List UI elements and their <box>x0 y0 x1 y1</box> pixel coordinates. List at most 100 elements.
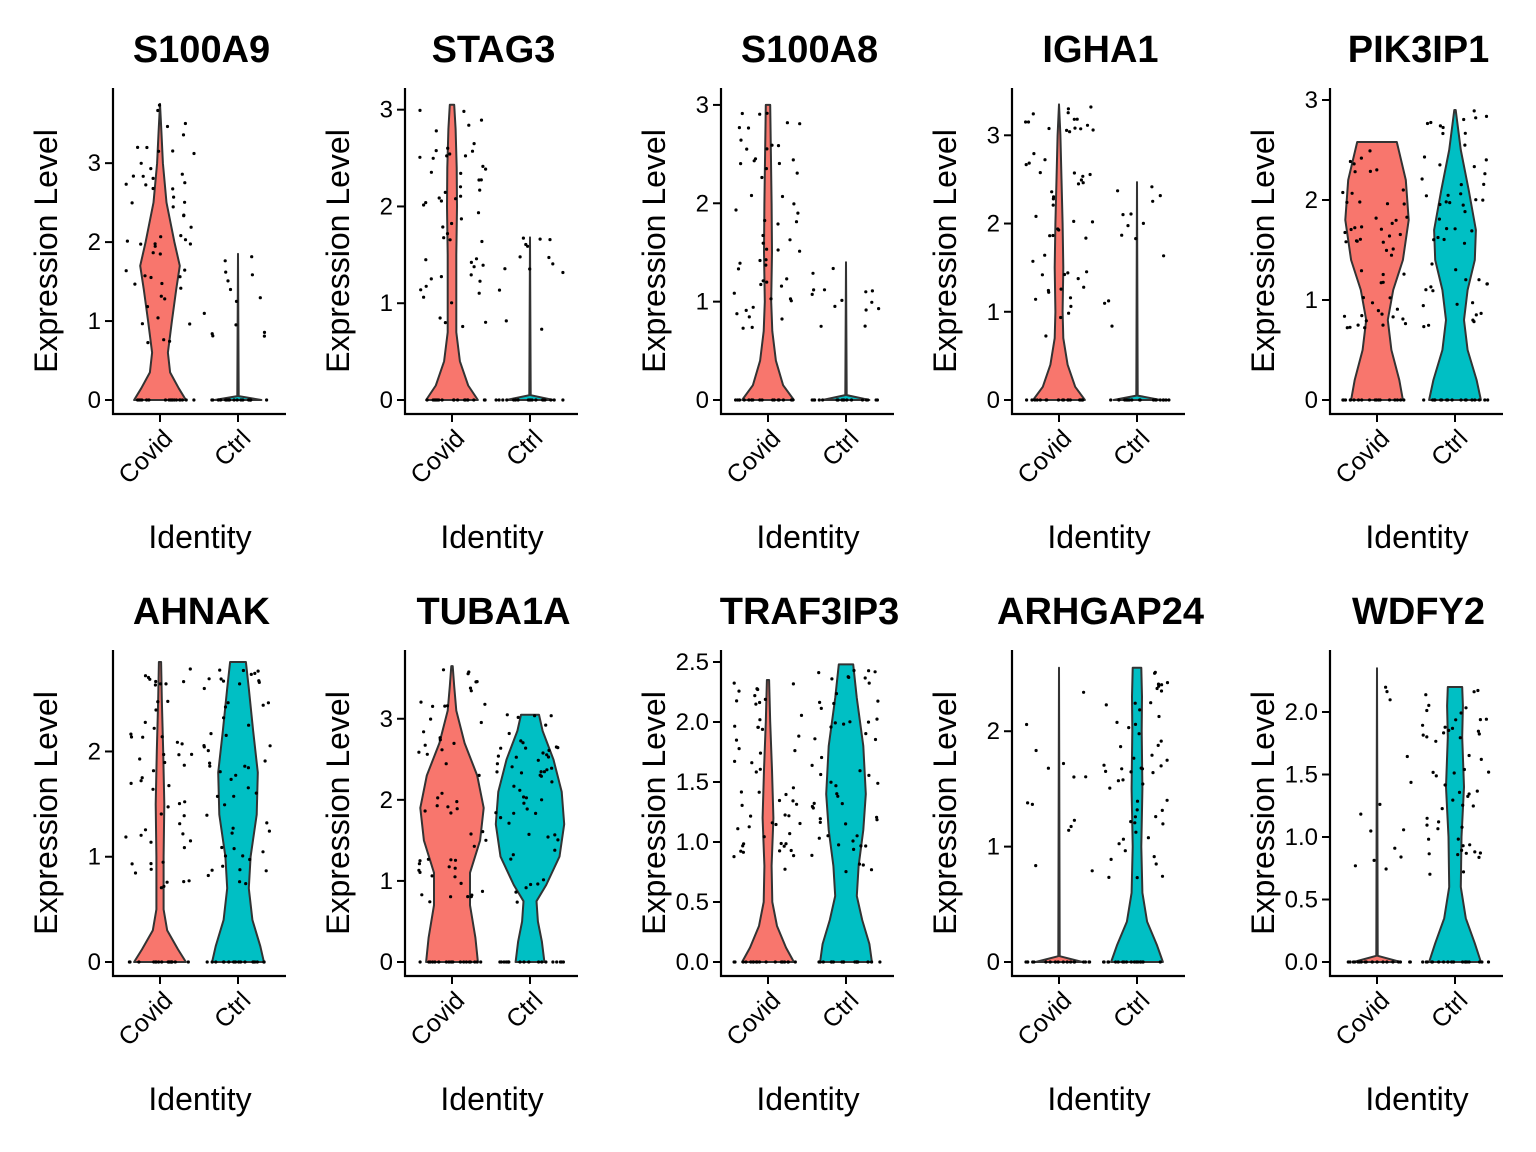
cell-point <box>143 720 147 725</box>
cell-point <box>158 252 162 256</box>
cell-point <box>166 699 170 704</box>
cell-point <box>446 805 450 809</box>
cell-point <box>1159 689 1164 693</box>
cell-point <box>143 274 147 278</box>
cell-point <box>783 867 787 871</box>
cell-point <box>762 835 766 839</box>
y-tick-label: 3 <box>696 92 709 119</box>
cell-point <box>1349 227 1353 232</box>
cell-point <box>792 202 796 206</box>
cell-point <box>798 122 802 126</box>
cell-point <box>149 867 153 871</box>
cell-point <box>1116 960 1120 964</box>
cell-point <box>1046 766 1050 770</box>
cell-point <box>741 960 745 964</box>
cell-point <box>1154 815 1158 819</box>
cell-point <box>1158 960 1162 964</box>
cell-point <box>1441 125 1445 130</box>
cell-point <box>813 737 817 741</box>
cell-point <box>522 801 526 805</box>
cell-point <box>1484 717 1488 721</box>
cell-point <box>1159 764 1163 768</box>
cell-point <box>1121 960 1125 964</box>
cell-point <box>1359 960 1363 964</box>
x-axis-label: Identity <box>148 1081 251 1117</box>
cell-point <box>519 739 523 743</box>
cell-point <box>536 758 540 762</box>
cell-point <box>145 145 149 150</box>
x-tick-label: Ctrl <box>501 986 548 1033</box>
cell-point <box>433 960 437 964</box>
cell-point <box>151 251 155 255</box>
cell-point <box>247 723 251 727</box>
cell-point <box>1352 162 1356 166</box>
cell-point <box>165 880 169 884</box>
cell-point <box>1468 843 1472 847</box>
cell-point <box>222 960 226 964</box>
cell-point <box>178 275 182 279</box>
cell-point <box>1460 848 1464 853</box>
cell-point <box>202 744 206 748</box>
cell-point <box>1453 227 1457 231</box>
cell-point <box>1032 960 1036 964</box>
panel-title: WDFY2 <box>1352 591 1485 633</box>
cell-point <box>469 273 473 277</box>
cell-point <box>1046 288 1050 293</box>
cell-point <box>786 960 790 964</box>
cell-point <box>760 727 765 732</box>
cell-point <box>479 720 483 725</box>
cell-point <box>1030 802 1034 807</box>
y-tick-label: 1 <box>987 299 1000 326</box>
cell-point <box>798 249 802 253</box>
cell-point <box>183 268 187 272</box>
cell-point <box>514 890 518 894</box>
y-tick-label: 2 <box>987 718 1000 745</box>
cell-point <box>763 218 767 223</box>
cell-point <box>1353 226 1357 230</box>
cell-point <box>1352 398 1356 402</box>
cell-point <box>418 859 422 863</box>
cell-point <box>1052 195 1056 199</box>
cell-point <box>1486 398 1490 402</box>
cell-point <box>1126 224 1130 228</box>
cell-point <box>1370 960 1374 964</box>
cell-point <box>1471 804 1475 808</box>
cell-point <box>1158 398 1162 402</box>
y-tick-label: 2.0 <box>676 709 709 736</box>
cell-point <box>1030 398 1034 402</box>
cell-point <box>737 689 741 693</box>
cell-point <box>183 121 187 126</box>
cell-point <box>172 398 176 402</box>
cell-point <box>518 960 522 964</box>
cell-point <box>810 292 814 296</box>
cell-point <box>140 322 144 326</box>
cell-point <box>1069 960 1073 964</box>
cell-point <box>864 290 868 294</box>
cell-point <box>1084 236 1088 240</box>
cell-point <box>849 398 854 402</box>
cell-point <box>536 882 540 886</box>
cell-point <box>834 692 839 696</box>
cell-point <box>1378 802 1382 807</box>
cell-point <box>750 325 754 329</box>
y-tick-label: 3 <box>88 150 101 177</box>
cell-point <box>131 174 135 178</box>
violin-panel: IGHA1 Expression Level 0 1 2 3 Covid Ctrl Identi… <box>927 29 1185 555</box>
cell-point <box>234 773 238 777</box>
cell-point <box>524 242 528 247</box>
cell-point <box>478 279 482 283</box>
cell-point <box>1053 960 1057 964</box>
cell-point <box>474 257 479 261</box>
cell-point <box>1156 743 1160 748</box>
cell-point <box>246 786 250 790</box>
cell-point <box>162 338 166 342</box>
cell-point <box>506 960 510 964</box>
cell-point <box>1375 168 1379 172</box>
cell-point <box>1391 960 1395 964</box>
cell-point <box>788 297 793 301</box>
cell-point <box>787 814 791 818</box>
cell-point <box>1463 131 1467 135</box>
cell-point <box>215 794 220 799</box>
cell-point <box>234 323 238 327</box>
y-tick-label: 2.5 <box>676 649 709 676</box>
